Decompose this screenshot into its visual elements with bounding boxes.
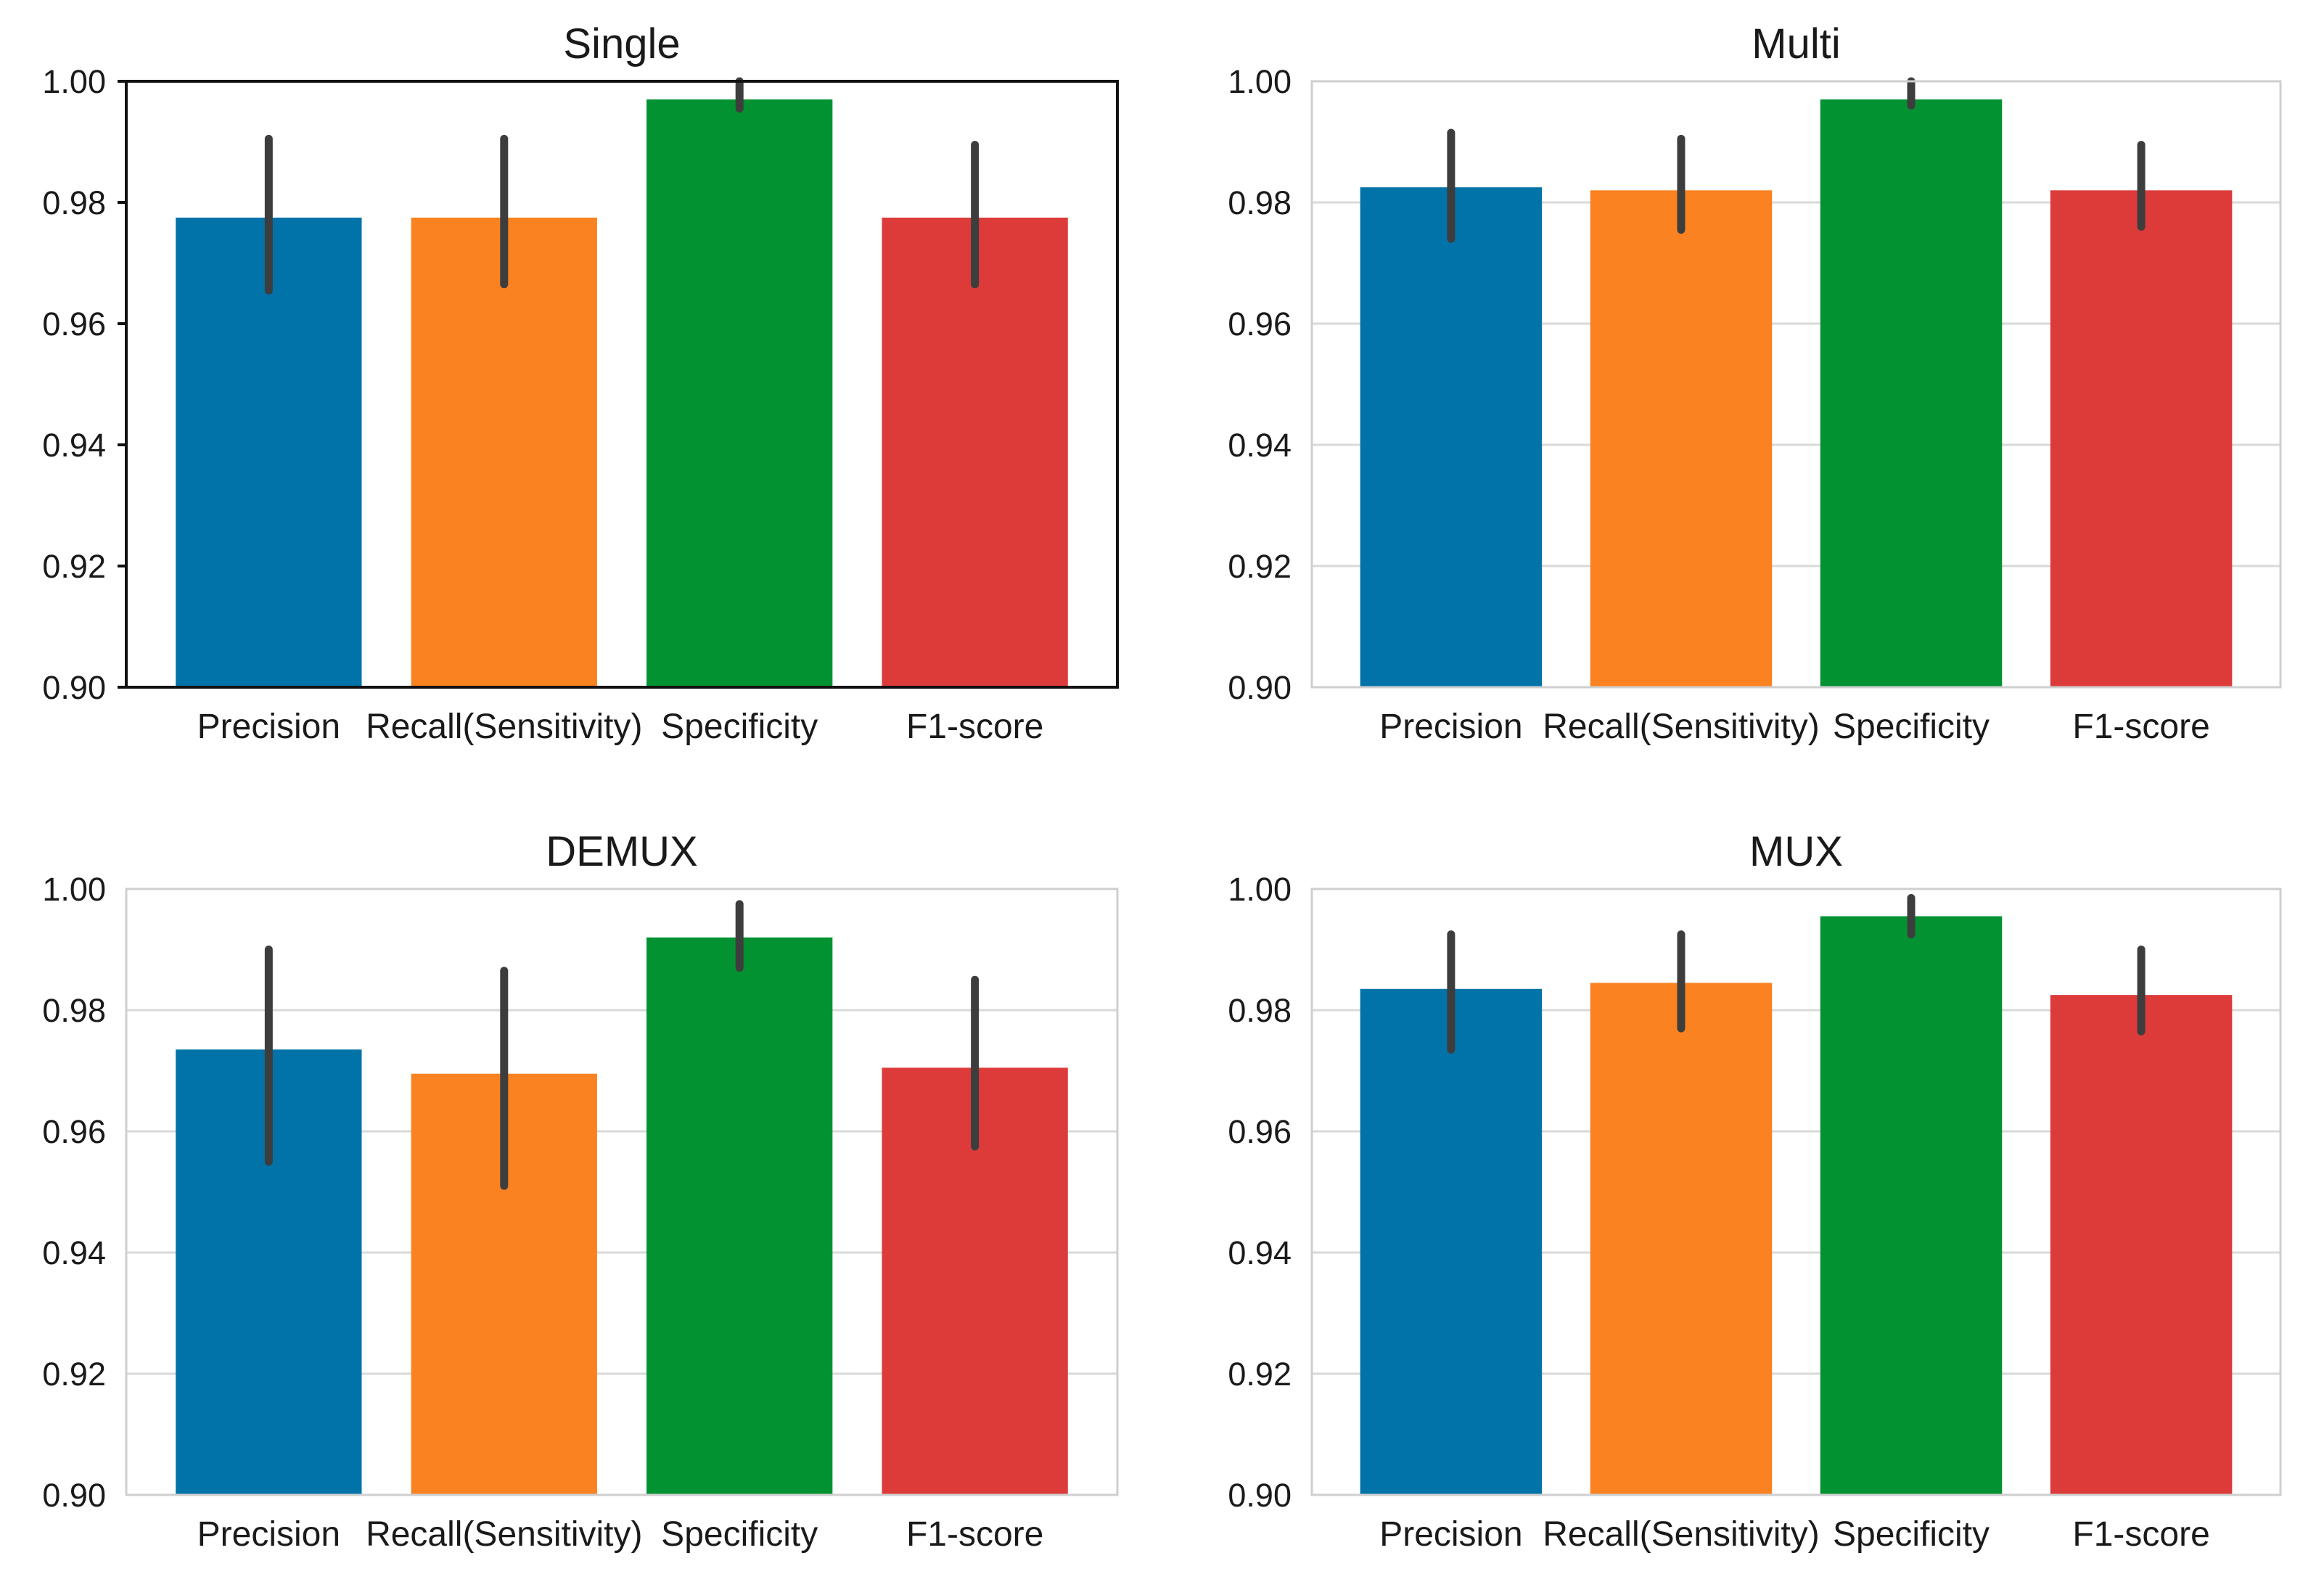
chart-title: Single (563, 20, 680, 67)
y-tick-label: 0.98 (1228, 992, 1292, 1029)
chart-panel-single: Precision Recall(Sensitivity) Specificity F… (42, 20, 1119, 746)
bar-precision (1360, 988, 1543, 1495)
x-tick-label: Recall(Sensitivity) (366, 1515, 642, 1554)
y-tick-label: 0.96 (1228, 306, 1292, 343)
bar-precision (176, 217, 362, 687)
x-tick-label: Specificity (1833, 708, 1990, 746)
y-tick-label: 0.94 (1228, 1234, 1292, 1271)
y-tick-label: 0.98 (42, 992, 106, 1029)
y-tick-label: 0.96 (42, 306, 106, 343)
x-tick-label: Precision (1379, 1515, 1522, 1554)
x-tick-label: Recall(Sensitivity) (1543, 1515, 1819, 1554)
bar-specificity (1820, 916, 2003, 1495)
y-tick-label: 0.90 (1228, 1477, 1292, 1514)
chart-title: Multi (1752, 20, 1840, 67)
x-tick-label: Precision (197, 1515, 340, 1554)
y-tick-label: 0.92 (42, 548, 106, 585)
chart-panel-mux: Precision Recall(Sensitivity) Specificity F… (1228, 828, 2282, 1554)
y-tick-label: 1.00 (1228, 871, 1292, 908)
y-tick-label: 0.90 (42, 1477, 106, 1514)
plot-frame (125, 80, 1119, 689)
y-tick-label: 0.94 (42, 1234, 106, 1271)
y-tick-label: 1.00 (42, 63, 106, 100)
x-tick-label: Specificity (1833, 1515, 1990, 1554)
x-tick-label: Precision (1379, 708, 1522, 746)
y-tick-label: 1.00 (42, 871, 106, 908)
chart-title: MUX (1749, 828, 1843, 875)
bar-specificity (646, 937, 833, 1495)
y-tick-label: 0.98 (1228, 184, 1292, 221)
bar-recall-sensitivity (1590, 190, 1773, 687)
y-tick-label: 0.98 (42, 184, 106, 221)
x-tick-label: F1-score (2072, 1515, 2209, 1554)
y-tick-label: 0.96 (1228, 1113, 1292, 1150)
y-tick-label: 0.94 (42, 427, 106, 464)
y-tick-label: 1.00 (1228, 63, 1292, 100)
chart-panel-multi: Precision Recall(Sensitivity) Specificity F… (1228, 20, 2282, 746)
y-tick-label: 0.92 (1228, 1356, 1292, 1393)
bar-recall-sensitivity (1590, 983, 1773, 1495)
x-tick-label: Recall(Sensitivity) (366, 708, 642, 746)
x-tick-label: Precision (197, 708, 340, 746)
x-tick-label: Recall(Sensitivity) (1543, 708, 1819, 746)
plot-frame (1310, 80, 2282, 689)
y-tick-label: 0.90 (1228, 669, 1292, 706)
bar-precision (1360, 187, 1543, 687)
bar-f1-score (882, 217, 1068, 687)
bar-f1-score (2050, 995, 2233, 1495)
plot-frame (1310, 888, 2282, 1496)
x-tick-label: F1-score (906, 708, 1043, 746)
chart-title: DEMUX (546, 828, 697, 875)
bar-f1-score (2050, 190, 2233, 687)
x-tick-label: Specificity (661, 1515, 818, 1554)
bar-specificity (646, 99, 833, 688)
y-tick-label: 0.96 (42, 1113, 106, 1150)
plot-frame (125, 888, 1119, 1496)
y-tick-label: 0.92 (42, 1356, 106, 1393)
y-tick-label: 0.90 (42, 669, 106, 706)
bar-recall-sensitivity (411, 217, 597, 687)
bar-specificity (1820, 99, 2003, 688)
y-tick-label: 0.94 (1228, 427, 1292, 464)
x-tick-label: Specificity (661, 708, 818, 746)
x-tick-label: F1-score (906, 1515, 1043, 1554)
y-tick-label: 0.92 (1228, 548, 1292, 585)
x-tick-label: F1-score (2072, 708, 2209, 746)
chart-panel-demux: Precision Recall(Sensitivity) Specificity F… (42, 828, 1119, 1554)
